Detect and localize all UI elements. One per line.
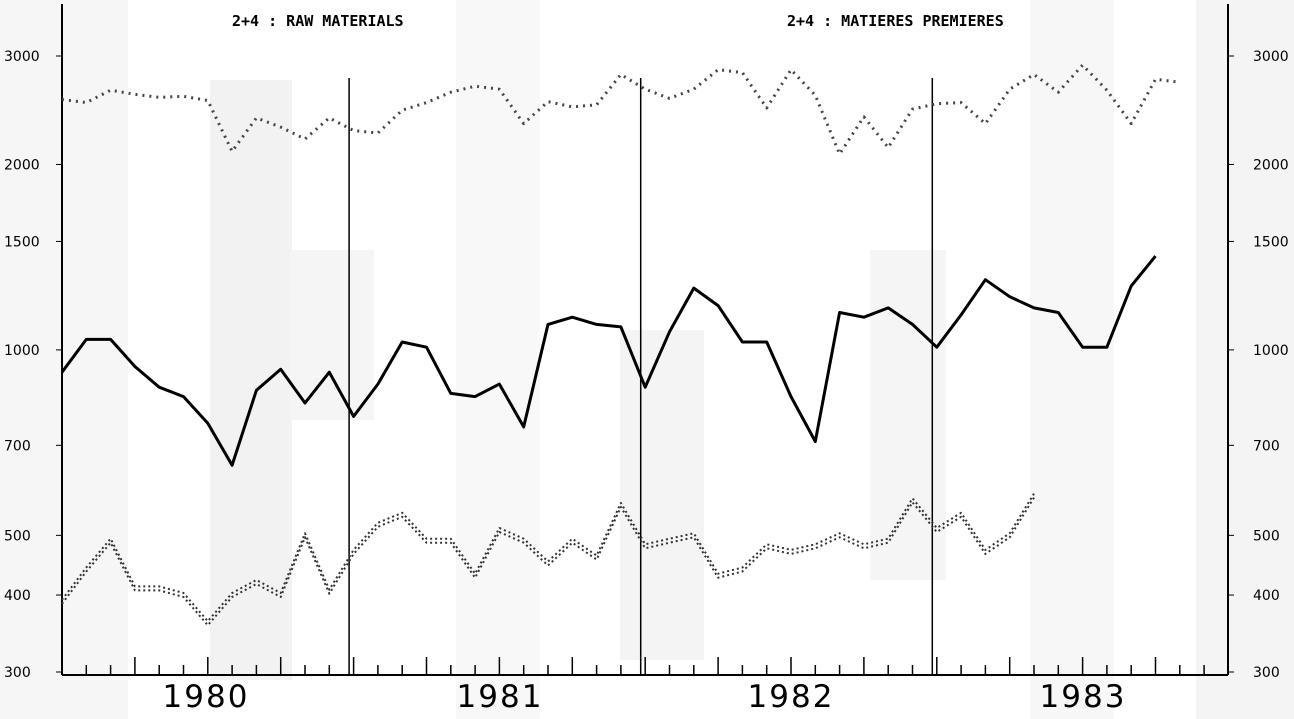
- background-block-2: [290, 250, 374, 420]
- background-block-0: [0, 0, 128, 719]
- background-block-5: [870, 250, 946, 580]
- y-tick-label-left: 300: [4, 665, 31, 681]
- background-block-6: [1030, 0, 1114, 719]
- background-block-4: [620, 330, 704, 660]
- chart-title-french: 2+4 : MATIERES PREMIERES: [787, 12, 1004, 30]
- y-tick-label-right: 2000: [1253, 157, 1289, 173]
- series-line-double-dotted: [61, 493, 1035, 627]
- y-tick-label-right: 1500: [1253, 234, 1289, 250]
- y-tick-label-left: 3000: [4, 49, 40, 65]
- series-line-solid: [60, 255, 1157, 467]
- y-tick-label-left: 500: [4, 528, 31, 544]
- y-tick-label-left: 700: [4, 438, 31, 454]
- background-block-7: [1196, 0, 1294, 719]
- y-tick-label-right: 300: [1253, 665, 1280, 681]
- x-year-label-1981: 1981: [457, 679, 544, 715]
- y-tick-label-left: 2000: [4, 157, 40, 173]
- background-block-1: [210, 80, 292, 680]
- y-tick-label-right: 1000: [1253, 343, 1289, 359]
- chart-title-english: 2+4 : RAW MATERIALS: [232, 12, 404, 30]
- background-block-3: [456, 0, 540, 719]
- axes: 300 300 400 400 500 500 700 700 1000 1000 1500 1500…: [4, 4, 1289, 681]
- series-line-double-dotted-b: [61, 497, 1035, 627]
- y-tick-label-right: 400: [1253, 588, 1280, 604]
- y-tick-label-right: 3000: [1253, 49, 1289, 65]
- labels: 2+4 : RAW MATERIALS 2+4 : MATIERES PREMI…: [163, 12, 1127, 715]
- data-series: [60, 63, 1180, 627]
- x-year-label-1980: 1980: [163, 679, 250, 715]
- x-year-label-1982: 1982: [748, 679, 835, 715]
- series-line-double-dotted-a: [61, 493, 1035, 623]
- y-tick-label-left: 1000: [4, 343, 40, 359]
- x-year-label-1983: 1983: [1040, 679, 1127, 715]
- y-tick-label-right: 500: [1253, 528, 1280, 544]
- y-tick-label-left: 400: [4, 588, 31, 604]
- y-tick-label-right: 700: [1253, 438, 1280, 454]
- y-tick-label-left: 1500: [4, 234, 40, 250]
